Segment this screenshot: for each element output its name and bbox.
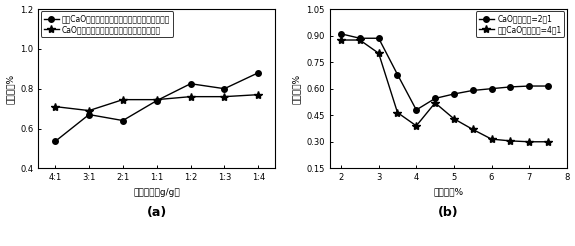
氯化CaO：红粘土=4：1	[545, 140, 551, 143]
X-axis label: 添加量／%: 添加量／%	[433, 188, 463, 197]
氯化CaO：红粘土=4：1	[432, 101, 439, 104]
Y-axis label: 硫含量／%: 硫含量／%	[6, 74, 14, 104]
氯化CaO：红粘土=4：1	[375, 52, 382, 55]
CaO：红粘土=2：1	[413, 108, 420, 111]
氯化CaO：红粘土=4：1	[450, 117, 457, 120]
CaO：红粘土=2：1	[450, 92, 457, 95]
CaO：红粘土=2：1	[526, 85, 532, 88]
CaO：红粘土=2：1	[545, 85, 551, 88]
氯化CaO：红粘土=4：1	[394, 111, 401, 114]
氯化CaO与红粘土不同复配比对牛粧型煎的硫含量	[221, 87, 228, 90]
氯化CaO与红粘土不同复配比对牛粧型煎的硫含量	[154, 99, 160, 102]
CaO与红粘土不同复配比对牛粧型煎的硫含量	[154, 98, 160, 101]
氯化CaO：红粘土=4：1	[526, 140, 532, 143]
Y-axis label: 硫含量／%: 硫含量／%	[292, 74, 301, 104]
CaO：红粘土=2：1	[394, 73, 401, 76]
氯化CaO：红粘土=4：1	[507, 139, 514, 142]
CaO：红粘土=2：1	[507, 85, 514, 88]
氯化CaO与红粘土不同复配比对牛粧型煎的硫含量	[255, 71, 262, 74]
氯化CaO：红粘土=4：1	[488, 138, 495, 141]
氯化CaO与红粘土不同复配比对牛粧型煎的硫含量	[52, 140, 59, 143]
氯化CaO：红粘土=4：1	[469, 128, 476, 131]
氯化CaO：红粘土=4：1	[338, 39, 344, 42]
CaO与红粘土不同复配比对牛粧型煎的硫含量	[120, 98, 126, 101]
CaO：红粘土=2：1	[488, 87, 495, 90]
CaO与红粘土不同复配比对牛粧型煎的硫含量	[187, 95, 194, 98]
CaO与红粘土不同复配比对牛粧型煎的硫含量	[52, 105, 59, 108]
X-axis label: 复配比例（g/g）: 复配比例（g/g）	[133, 188, 180, 197]
Line: CaO与红粘土不同复配比对牛粧型煎的硫含量: CaO与红粘土不同复配比对牛粧型煎的硫含量	[51, 91, 262, 115]
氯化CaO与红粘土不同复配比对牛粧型煎的硫含量	[187, 82, 194, 85]
CaO与红粘土不同复配比对牛粧型煎的硫含量	[221, 95, 228, 98]
CaO与红粘土不同复配比对牛粧型煎的硫含量	[86, 109, 93, 112]
Line: 氯化CaO：红粘土=4：1: 氯化CaO：红粘土=4：1	[337, 36, 552, 146]
CaO：红粘土=2：1	[432, 97, 439, 100]
Text: (a): (a)	[147, 206, 167, 219]
氯化CaO与红粘土不同复配比对牛粧型煎的硫含量	[86, 113, 93, 116]
氯化CaO：红粘土=4：1	[356, 39, 363, 42]
氯化CaO与红粘土不同复配比对牛粧型煎的硫含量	[120, 119, 126, 122]
CaO与红粘土不同复配比对牛粧型煎的硫含量	[255, 93, 262, 96]
Line: 氯化CaO与红粘土不同复配比对牛粧型煎的硫含量: 氯化CaO与红粘土不同复配比对牛粧型煎的硫含量	[52, 70, 261, 144]
CaO：红粘土=2：1	[469, 89, 476, 92]
CaO：红粘土=2：1	[375, 37, 382, 40]
氯化CaO：红粘土=4：1	[413, 124, 420, 127]
CaO：红粘土=2：1	[356, 37, 363, 40]
Text: (b): (b)	[438, 206, 459, 219]
Legend: 氯化CaO与红粘土不同复配比对牛粧型煎的硫含量, CaO与红粘土不同复配比对牛粧型煎的硫含量: 氯化CaO与红粘土不同复配比对牛粧型煎的硫含量, CaO与红粘土不同复配比对牛粧…	[40, 11, 173, 37]
CaO：红粘土=2：1	[338, 32, 344, 35]
Legend: CaO：红粘土=2：1, 氯化CaO：红粘土=4：1: CaO：红粘土=2：1, 氯化CaO：红粘土=4：1	[476, 11, 565, 37]
Line: CaO：红粘土=2：1: CaO：红粘土=2：1	[338, 31, 551, 113]
